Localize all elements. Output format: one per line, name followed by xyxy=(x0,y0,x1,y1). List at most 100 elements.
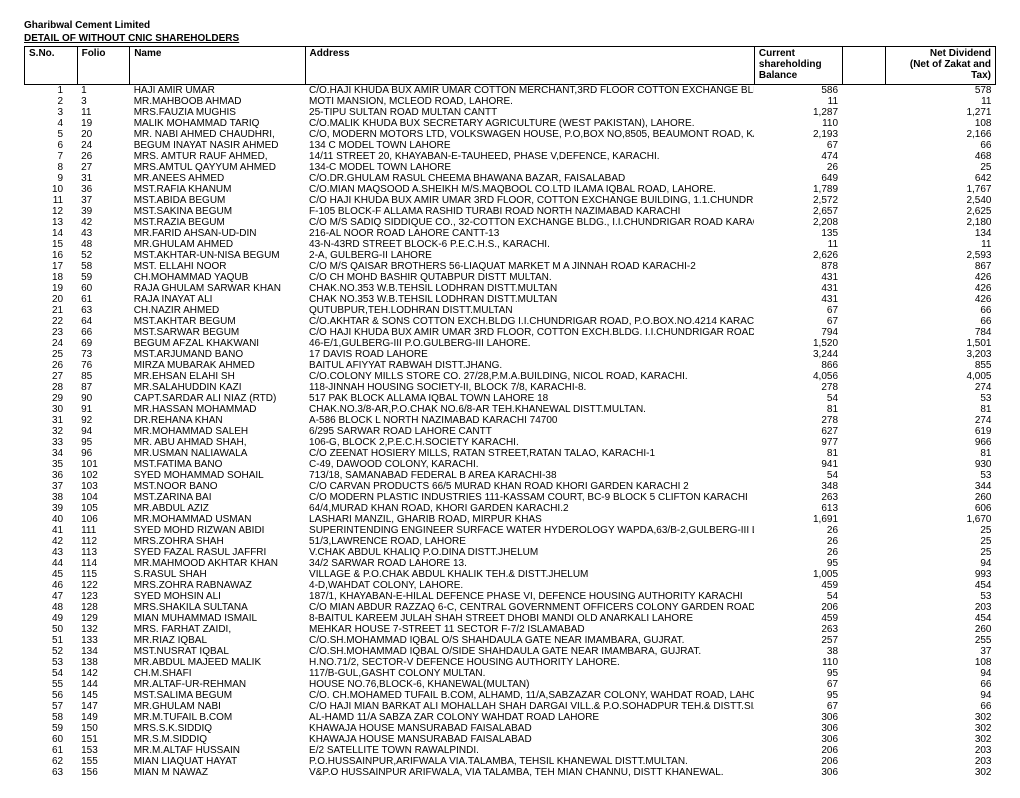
cell-hold: 1,789 xyxy=(754,184,842,195)
cell-addr: C/O MODERN PLASTIC INDUSTRIES 111-KASSAM… xyxy=(305,492,754,503)
cell-name: MST.RAFIA KHANUM xyxy=(130,184,305,195)
cell-sno: 20 xyxy=(25,294,78,305)
cell-addr: MOTI MANSION, MCLEOD ROAD, LAHORE. xyxy=(305,96,754,107)
cell-folio: 63 xyxy=(77,305,130,316)
cell-folio: 105 xyxy=(77,503,130,514)
cell-addr: 4-D,WAHDAT COLONY, LAHORE. xyxy=(305,580,754,591)
cell-div: 426 xyxy=(886,283,996,294)
cell-hold: 206 xyxy=(754,745,842,756)
cell-addr: 17 DAVIS ROAD LAHORE xyxy=(305,349,754,360)
cell-div: 274 xyxy=(886,415,996,426)
cell-sno: 7 xyxy=(25,151,78,162)
cell-blank xyxy=(842,635,886,646)
cell-folio: 155 xyxy=(77,756,130,767)
table-row: 52134MST.NUSRAT IQBALC/O.SH.MOHAMMAD IQB… xyxy=(25,646,996,657)
cell-hold: 110 xyxy=(754,118,842,129)
cell-blank xyxy=(842,580,886,591)
cell-name: MRS.S.K.SIDDIQ xyxy=(130,723,305,734)
report-subtitle: DETAIL OF WITHOUT CNIC SHAREHOLDERS xyxy=(24,33,996,44)
cell-name: MR.USMAN NALIAWALA xyxy=(130,448,305,459)
cell-blank xyxy=(842,492,886,503)
cell-folio: 122 xyxy=(77,580,130,591)
cell-hold: 11 xyxy=(754,239,842,250)
cell-hold: 2,193 xyxy=(754,129,842,140)
cell-addr: C/O.HAJI KHUDA BUX AMIR UMAR COTTON MERC… xyxy=(305,85,754,97)
table-row: 827MRS.AMTUL QAYYUM AHMED134-C MODEL TOW… xyxy=(25,162,996,173)
cell-name: MST.NOOR BANO xyxy=(130,481,305,492)
col-holding: Current shareholding Balance xyxy=(754,47,842,85)
cell-div: 4,005 xyxy=(886,371,996,382)
cell-folio: 132 xyxy=(77,624,130,635)
table-row: 1859CH.MOHAMMAD YAQUBC/O CH MOHD BASHIR … xyxy=(25,272,996,283)
cell-blank xyxy=(842,646,886,657)
company-title: Gharibwal Cement Limited xyxy=(24,20,996,31)
cell-blank xyxy=(842,393,886,404)
cell-blank xyxy=(842,745,886,756)
table-row: 40106MR.MOHAMMAD USMANLASHARI MANZIL, GH… xyxy=(25,514,996,525)
cell-blank xyxy=(842,558,886,569)
cell-div: 66 xyxy=(886,679,996,690)
table-row: 11HAJI AMIR UMARC/O.HAJI KHUDA BUX AMIR … xyxy=(25,85,996,97)
table-row: 2264MST.AKHTAR BEGUMC/O.AKHTAR & SONS CO… xyxy=(25,316,996,327)
cell-name: BEGUM INAYAT NASIR AHMED xyxy=(130,140,305,151)
cell-hold: 54 xyxy=(754,393,842,404)
table-row: 51133MR.RIAZ IQBALC/O.SH.MOHAMMAD IQBAL … xyxy=(25,635,996,646)
table-row: 43113SYED FAZAL RASUL JAFFRIV.CHAK ABDUL… xyxy=(25,547,996,558)
cell-folio: 11 xyxy=(77,107,130,118)
cell-div: 993 xyxy=(886,569,996,580)
cell-div: 619 xyxy=(886,426,996,437)
cell-blank xyxy=(842,382,886,393)
cell-sno: 18 xyxy=(25,272,78,283)
table-row: 2469BEGUM AFZAL KHAKWANI46-E/1,GULBERG-I… xyxy=(25,338,996,349)
cell-folio: 43 xyxy=(77,228,130,239)
cell-blank xyxy=(842,624,886,635)
cell-hold: 306 xyxy=(754,734,842,745)
cell-addr: C/O CH MOHD BASHIR QUTABPUR DISTT MULTAN… xyxy=(305,272,754,283)
table-row: 1036MST.RAFIA KHANUMC/O.MIAN MAQSOOD A.S… xyxy=(25,184,996,195)
cell-hold: 26 xyxy=(754,547,842,558)
cell-name: MR.SALAHUDDIN KAZI xyxy=(130,382,305,393)
cell-folio: 128 xyxy=(77,602,130,613)
table-row: 2676MIRZA MUBARAK AHMEDBAITUL AFIYYAT RA… xyxy=(25,360,996,371)
cell-sno: 3 xyxy=(25,107,78,118)
cell-addr: C/O.SH.MOHAMMAD IQBAL O/SIDE SHAHDAULA G… xyxy=(305,646,754,657)
cell-hold: 278 xyxy=(754,415,842,426)
cell-hold: 649 xyxy=(754,173,842,184)
cell-sno: 36 xyxy=(25,470,78,481)
cell-name: MIRZA MUBARAK AHMED xyxy=(130,360,305,371)
cell-hold: 2,208 xyxy=(754,217,842,228)
table-row: 35101MST.FATIMA BANOC-49, DAWOOD COLONY,… xyxy=(25,459,996,470)
cell-hold: 474 xyxy=(754,151,842,162)
cell-sno: 5 xyxy=(25,129,78,140)
cell-addr: VILLAGE & P.O.CHAK ABDUL KHALIK TEH.& DI… xyxy=(305,569,754,580)
cell-div: 2,180 xyxy=(886,217,996,228)
cell-div: 11 xyxy=(886,96,996,107)
table-row: 1137MST.ABIDA BEGUMC/O HAJI KHUDA BUX AM… xyxy=(25,195,996,206)
cell-addr: 2-A, GULBERG-II LAHORE xyxy=(305,250,754,261)
cell-name: MST.ABIDA BEGUM xyxy=(130,195,305,206)
cell-hold: 306 xyxy=(754,712,842,723)
cell-folio: 24 xyxy=(77,140,130,151)
cell-name: MR.EHSAN ELAHI SH xyxy=(130,371,305,382)
table-row: 55144MR.ALTAF-UR-REHMANHOUSE NO.76,BLOCK… xyxy=(25,679,996,690)
cell-folio: 104 xyxy=(77,492,130,503)
cell-blank xyxy=(842,668,886,679)
col-sno: S.No. xyxy=(25,47,78,85)
cell-hold: 431 xyxy=(754,294,842,305)
cell-blank xyxy=(842,415,886,426)
cell-folio: 156 xyxy=(77,767,130,778)
cell-name: MST.NUSRAT IQBAL xyxy=(130,646,305,657)
cell-addr: KHAWAJA HOUSE MANSURABAD FAISALABAD xyxy=(305,734,754,745)
cell-div: 966 xyxy=(886,437,996,448)
cell-name: MST.FATIMA BANO xyxy=(130,459,305,470)
cell-addr: C/O M/S QAISAR BROTHERS 56-LIAQUAT MARKE… xyxy=(305,261,754,272)
cell-sno: 60 xyxy=(25,734,78,745)
cell-div: 1,501 xyxy=(886,338,996,349)
cell-blank xyxy=(842,470,886,481)
cell-blank xyxy=(842,756,886,767)
cell-hold: 306 xyxy=(754,767,842,778)
cell-div: 2,593 xyxy=(886,250,996,261)
cell-name: MRS. AMTUR RAUF AHMED, xyxy=(130,151,305,162)
cell-folio: 42 xyxy=(77,217,130,228)
cell-folio: 19 xyxy=(77,118,130,129)
